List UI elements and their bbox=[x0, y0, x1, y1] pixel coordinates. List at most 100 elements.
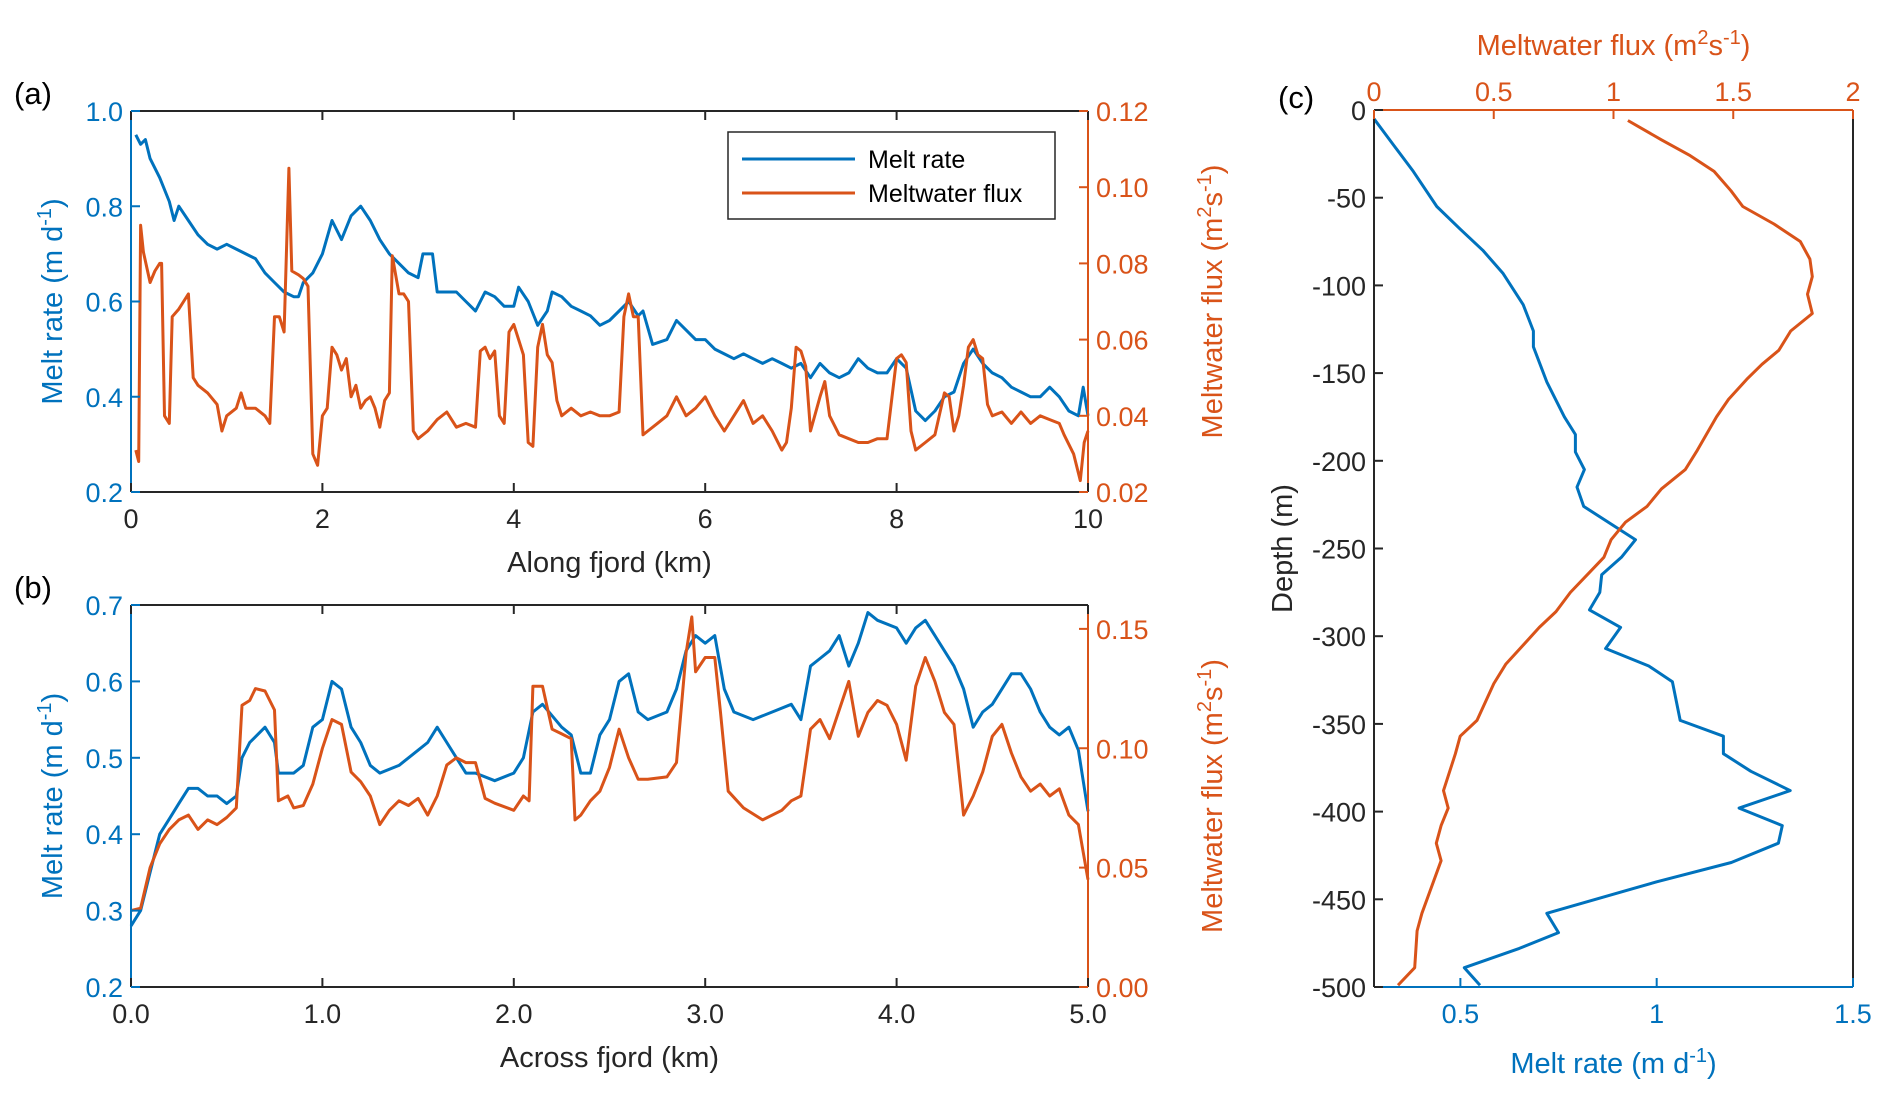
left-y-axis-title: Melt rate (m d-1) bbox=[34, 693, 69, 899]
panel-label: (c) bbox=[1278, 80, 1314, 115]
x-tick-label: 6 bbox=[698, 504, 713, 534]
right-y-tick-label: 0.12 bbox=[1096, 97, 1149, 127]
right-y-axis-title-segment: Meltwater flux (m bbox=[1197, 218, 1229, 439]
top-x-axis-title-superscript: -1 bbox=[1723, 27, 1741, 49]
y-tick-label: -300 bbox=[1312, 622, 1366, 652]
bottom-x-axis-title-segment: ) bbox=[1707, 1048, 1717, 1080]
y-tick-label: -200 bbox=[1312, 447, 1366, 477]
right-y-tick-label: 0.04 bbox=[1096, 402, 1149, 432]
y-tick-label: 0 bbox=[1351, 96, 1366, 126]
right-y-axis-title-segment: ) bbox=[1197, 165, 1229, 175]
top-x-tick-label: 1.5 bbox=[1714, 77, 1752, 107]
y-axis-title: Depth (m) bbox=[1267, 484, 1299, 613]
right-y-axis-title: Meltwater flux (m2s-1) bbox=[1194, 165, 1229, 439]
legend-label-meltwater-flux: Meltwater flux bbox=[868, 180, 1023, 208]
y-tick-label: -100 bbox=[1312, 271, 1366, 301]
left-y-tick-label: 1.0 bbox=[85, 97, 123, 127]
left-y-tick-label: 0.6 bbox=[85, 667, 123, 697]
y-tick-label: -250 bbox=[1312, 535, 1366, 565]
left-y-tick-label: 0.7 bbox=[85, 591, 123, 621]
bottom-x-tick-label: 1 bbox=[1649, 999, 1664, 1029]
panel-label: (a) bbox=[14, 76, 52, 111]
x-tick-label: 0.0 bbox=[112, 999, 150, 1029]
right-y-axis-title-superscript: 2 bbox=[1194, 701, 1216, 712]
series-melt-rate-profile-line bbox=[1372, 117, 1792, 987]
legend-box bbox=[727, 131, 1056, 220]
left-y-tick-label: 0.4 bbox=[85, 820, 123, 850]
top-x-tick-label: 0.5 bbox=[1475, 77, 1513, 107]
right-y-axis-title: Meltwater flux (m2s-1) bbox=[1194, 659, 1229, 933]
right-y-axis-title-superscript: 2 bbox=[1194, 207, 1216, 218]
right-y-tick-label: 0.02 bbox=[1096, 478, 1149, 508]
right-y-tick-label: 0.15 bbox=[1096, 615, 1149, 645]
top-x-axis-title-segment: ) bbox=[1741, 30, 1751, 62]
top-x-tick-label: 0 bbox=[1366, 77, 1381, 107]
panel-c: 0 -50 -100 -150 -200 -250 -300 -350 -400 -450 -500… bbox=[1267, 77, 1872, 1029]
left-y-tick-label: 0.8 bbox=[85, 192, 123, 222]
x-tick-label: 3.0 bbox=[686, 999, 724, 1029]
legend: Melt rate Meltwater flux bbox=[727, 131, 1056, 220]
bottom-x-tick-label: 0.5 bbox=[1442, 999, 1480, 1029]
bottom-x-axis-title: Melt rate (m d-1) bbox=[1510, 1045, 1716, 1080]
right-y-axis-title-segment: s bbox=[1197, 192, 1229, 207]
y-tick-label: -450 bbox=[1312, 885, 1366, 915]
right-y-axis-title-superscript: -1 bbox=[1194, 669, 1216, 687]
x-tick-label: 2.0 bbox=[495, 999, 533, 1029]
x-tick-label: 10 bbox=[1073, 504, 1103, 534]
right-y-axis-title-segment: s bbox=[1197, 687, 1229, 702]
top-x-tick-label: 2 bbox=[1845, 77, 1860, 107]
left-y-axis-title-superscript: -1 bbox=[34, 208, 56, 226]
left-y-axis-title-segment: ) bbox=[37, 198, 69, 208]
y-tick-label: -400 bbox=[1312, 798, 1366, 828]
right-y-axis-title-segment: Meltwater flux (m bbox=[1197, 712, 1229, 933]
left-y-axis-title-segment: Melt rate (m d bbox=[37, 720, 69, 899]
left-y-axis-title-segment: ) bbox=[37, 693, 69, 703]
y-tick-label: -350 bbox=[1312, 710, 1366, 740]
x-tick-label: 0 bbox=[123, 504, 138, 534]
x-tick-label: 4 bbox=[506, 504, 521, 534]
series-meltwater-flux-profile-line bbox=[1396, 119, 1814, 987]
series-melt-rate-line bbox=[129, 611, 1090, 927]
x-tick-label: 1.0 bbox=[304, 999, 342, 1029]
bottom-x-tick-label: 1.5 bbox=[1834, 999, 1872, 1029]
y-tick-label: -150 bbox=[1312, 359, 1366, 389]
right-y-tick-label: 0.10 bbox=[1096, 173, 1149, 203]
x-axis-title: Across fjord (km) bbox=[500, 1042, 719, 1074]
top-x-axis-title-segment: s bbox=[1708, 30, 1723, 62]
x-tick-label: 2 bbox=[315, 504, 330, 534]
panel-label: (b) bbox=[14, 570, 52, 605]
right-y-tick-label: 0.06 bbox=[1096, 326, 1149, 356]
right-y-axis-title-superscript: -1 bbox=[1194, 174, 1216, 192]
right-y-tick-label: 0.08 bbox=[1096, 249, 1149, 279]
legend-label-melt-rate: Melt rate bbox=[868, 146, 965, 174]
top-x-axis-title-segment: Meltwater flux (m bbox=[1477, 30, 1698, 62]
y-tick-label: -50 bbox=[1327, 184, 1366, 214]
panel-b: 0.0 1.0 2.0 3.0 4.0 5.0 0.2 0.3 0.4 0.5 0.6 0.7 0.00… bbox=[14, 570, 1149, 1074]
series-meltwater-flux-line bbox=[130, 615, 1090, 913]
series-meltwater-flux-line bbox=[134, 166, 1090, 483]
left-y-tick-label: 0.5 bbox=[85, 744, 123, 774]
top-x-axis-title: Meltwater flux (m2s-1) bbox=[1477, 27, 1751, 62]
right-y-tick-label: 0.10 bbox=[1096, 734, 1149, 764]
x-tick-label: 8 bbox=[889, 504, 904, 534]
y-tick-label: -500 bbox=[1312, 973, 1366, 1003]
left-y-axis-title: Melt rate (m d-1) bbox=[34, 198, 69, 404]
bottom-x-axis-title-segment: Melt rate (m d bbox=[1510, 1048, 1689, 1080]
x-tick-label: 4.0 bbox=[878, 999, 916, 1029]
right-y-tick-label: 0.05 bbox=[1096, 854, 1149, 884]
top-x-tick-label: 1 bbox=[1606, 77, 1621, 107]
left-y-tick-label: 0.2 bbox=[85, 478, 123, 508]
panel-a: 0 2 4 6 8 10 0.2 0.4 0.6 0.8 1.0 0.02 0.04 0.06 0.08 0.… bbox=[14, 76, 1149, 579]
left-y-tick-label: 0.4 bbox=[85, 383, 123, 413]
right-y-axis-title-segment: ) bbox=[1197, 659, 1229, 669]
left-y-axis-title-segment: Melt rate (m d bbox=[37, 226, 69, 405]
x-axis-title: Along fjord (km) bbox=[507, 547, 712, 579]
left-y-tick-label: 0.6 bbox=[85, 288, 123, 318]
left-y-tick-label: 0.2 bbox=[85, 973, 123, 1003]
x-tick-label: 5.0 bbox=[1069, 999, 1107, 1029]
series-melt-rate-line bbox=[134, 134, 1090, 423]
bottom-x-axis-title-superscript: -1 bbox=[1689, 1045, 1707, 1067]
right-y-tick-label: 0.00 bbox=[1096, 973, 1149, 1003]
left-y-axis-title-superscript: -1 bbox=[34, 703, 56, 721]
